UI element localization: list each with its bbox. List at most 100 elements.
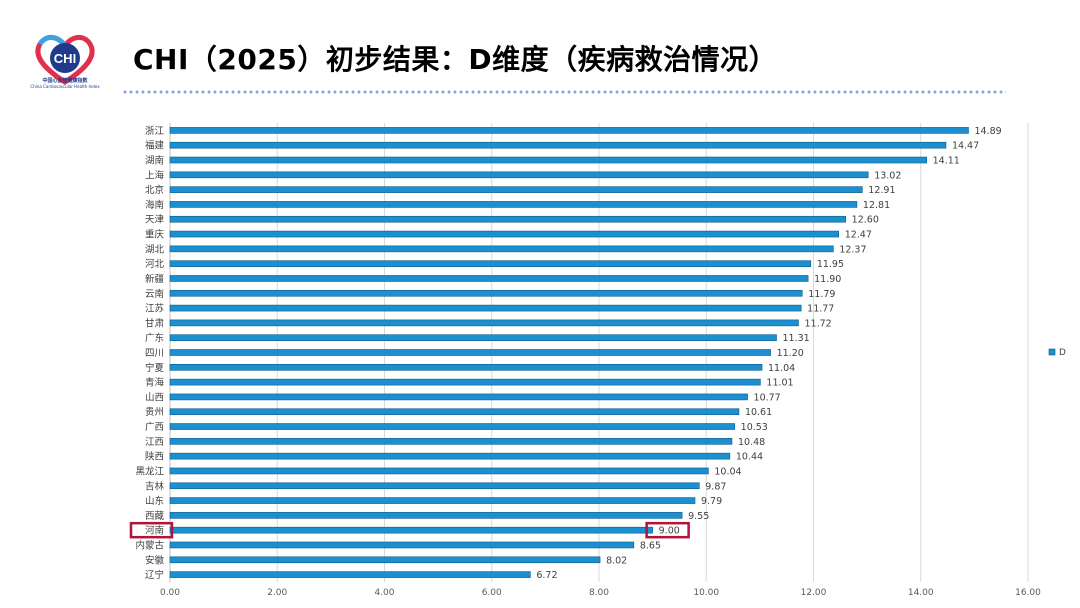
data-label: 11.72	[804, 318, 831, 329]
data-label: 12.47	[845, 230, 872, 241]
bar	[169, 156, 927, 164]
x-tick-label: 6.00	[482, 588, 502, 598]
data-label: 14.11	[933, 156, 960, 167]
data-label: 11.79	[808, 289, 835, 300]
data-label: 10.04	[714, 466, 741, 477]
bar	[169, 526, 653, 534]
category-label: 福建	[145, 140, 165, 152]
bar	[169, 512, 683, 519]
dotted-divider	[122, 90, 1006, 94]
data-label: 6.72	[536, 570, 557, 581]
data-label: 12.81	[863, 200, 890, 211]
bar	[169, 201, 858, 208]
bar	[169, 482, 700, 490]
x-tick-label: 4.00	[374, 588, 394, 598]
x-tick-label: 0.00	[160, 588, 180, 598]
bar	[169, 275, 809, 282]
bar	[169, 215, 846, 223]
bar	[169, 289, 803, 297]
chi-logo: CHI	[35, 35, 95, 85]
x-tick-label: 8.00	[589, 588, 609, 598]
data-label: 10.53	[741, 422, 768, 433]
data-label: 9.87	[705, 481, 726, 492]
data-label: 11.31	[782, 333, 809, 344]
x-tick-label: 12.00	[801, 588, 827, 598]
category-label: 西藏	[145, 510, 165, 522]
logo-caption-en: China Cardiovascular Health Index	[30, 84, 100, 89]
data-label: 14.47	[952, 141, 979, 152]
data-label: 10.61	[745, 407, 772, 418]
category-highlight-box	[129, 521, 174, 539]
bar	[169, 349, 771, 356]
legend-swatch	[1048, 348, 1056, 356]
data-label: 9.00	[659, 526, 680, 537]
bar	[169, 127, 969, 134]
category-label: 山西	[145, 392, 164, 403]
category-label: 河南	[145, 525, 164, 537]
category-label: 辽宁	[145, 569, 164, 581]
category-label: 甘肃	[145, 317, 164, 329]
category-label: 四川	[145, 348, 164, 359]
category-label: 黑龙江	[135, 465, 164, 477]
bar	[169, 541, 635, 549]
category-label: 广东	[145, 332, 164, 344]
data-label: 8.65	[640, 540, 661, 551]
bar	[169, 171, 869, 179]
bar	[169, 423, 735, 430]
bar	[169, 452, 731, 460]
category-label: 宁夏	[145, 362, 165, 374]
category-label: 云南	[145, 288, 164, 300]
legend-label: D	[1059, 348, 1066, 358]
category-label: 湖北	[145, 244, 165, 255]
bar	[169, 467, 709, 475]
x-tick-label: 2.00	[267, 588, 287, 598]
bar	[169, 186, 863, 193]
bar	[169, 408, 740, 416]
category-label: 上海	[145, 169, 165, 181]
bar	[169, 497, 696, 504]
data-label: 11.04	[768, 363, 795, 374]
data-label: 12.37	[839, 244, 866, 255]
category-label: 广西	[145, 421, 164, 433]
bar	[169, 378, 761, 386]
bar	[169, 260, 812, 267]
category-label: 北京	[145, 184, 164, 196]
data-label: 12.91	[868, 185, 895, 196]
category-label: 河北	[145, 258, 165, 270]
category-label: 江苏	[145, 303, 165, 315]
bar	[169, 230, 840, 238]
data-label: 9.79	[701, 496, 722, 507]
x-tick-label: 10.00	[693, 588, 719, 598]
logo-caption: 中国心血管健康指数	[42, 78, 88, 84]
x-tick-label: 14.00	[908, 588, 934, 598]
category-label: 陕西	[145, 451, 164, 463]
data-label: 11.77	[807, 304, 834, 315]
data-label: 14.89	[974, 126, 1001, 137]
data-label: 11.20	[777, 348, 804, 359]
bar	[169, 334, 777, 341]
category-label: 重庆	[145, 229, 165, 241]
category-label: 江西	[145, 437, 164, 448]
x-tick-label: 16.00	[1015, 588, 1041, 598]
data-label: 12.60	[852, 215, 879, 226]
bar	[169, 393, 748, 401]
bar	[169, 319, 799, 327]
category-label: 吉林	[145, 480, 165, 492]
bar	[169, 304, 802, 312]
category-label: 天津	[145, 215, 165, 226]
data-label: 10.77	[754, 392, 781, 403]
category-label: 安徽	[145, 554, 165, 566]
category-label: 新疆	[145, 273, 165, 285]
category-label: 浙江	[145, 125, 165, 137]
category-label: 贵州	[145, 406, 164, 418]
data-label: 9.55	[688, 511, 709, 522]
bar	[169, 141, 947, 149]
category-label: 山东	[145, 495, 164, 507]
category-label: 内蒙古	[135, 539, 164, 551]
bar	[169, 571, 531, 578]
bar	[169, 364, 763, 371]
page-title: CHI（2025）初步结果：D维度（疾病救治情况）	[133, 43, 778, 76]
data-label: 11.01	[766, 378, 793, 389]
data-label: 13.02	[874, 170, 901, 181]
